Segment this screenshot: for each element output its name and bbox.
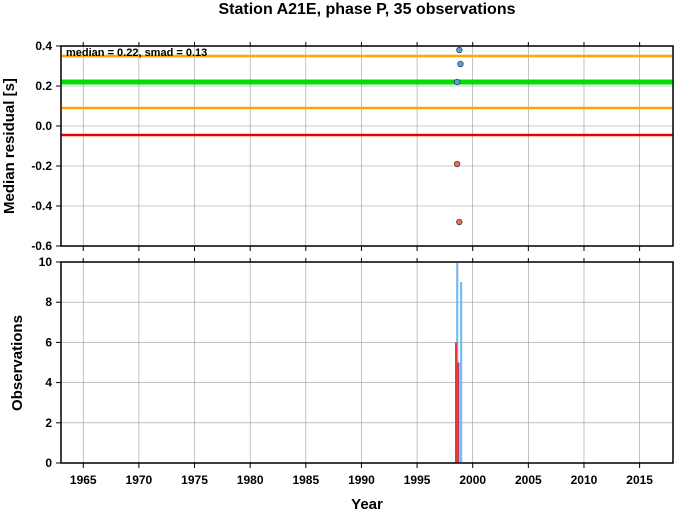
histogram-bar [456,262,459,463]
x-tick-label: 1965 [70,473,97,487]
panel-frame [60,261,674,464]
residual-panel: -0.6 -0.4 -0.2 0.0 0.2 0.4 median = 0.22, smad… [31,39,674,253]
y-tick-label: 2 [45,416,52,430]
data-point [453,160,461,168]
data-point [456,46,463,54]
y-tick-label: 10 [39,255,53,269]
y-tick-label: 0.2 [35,79,52,93]
y-tick-label: -0.2 [31,159,52,173]
data-point [456,218,463,226]
histogram-bar [457,362,460,463]
y-tick-label: 0 [45,456,52,470]
chart-title: Station A21E, phase P, 35 observations [219,1,516,18]
y-tick-label: 8 [45,295,52,309]
x-tick-label: 1990 [348,473,375,487]
x-tick-label: 1995 [404,473,431,487]
x-tick-label: 1970 [126,473,153,487]
residual-axis-label: Median residual [s] [1,78,18,214]
stats-annotation: median = 0.22, smad = 0.13 [66,47,207,59]
y-tick-label: 6 [45,335,52,349]
y-tick-label: 0.0 [35,119,52,133]
histogram-bar [455,342,458,463]
y-tick-label: 4 [45,376,52,390]
y-tick-label: -0.4 [31,199,52,213]
year-axis-label: Year [351,496,383,511]
x-tick-label: 2010 [571,473,598,487]
x-tick-label: 2015 [626,473,653,487]
data-point [453,78,461,86]
panel-frame [60,45,674,247]
histogram-bar [460,282,463,463]
x-tick-label: 1985 [292,473,319,487]
panel-frame [60,45,674,247]
observations-panel: 0 2 4 6 8 10 1965 1970 1975 1980 1985 1990 1995 2000 2… [39,255,674,487]
data-point [457,60,464,68]
x-tick-label: 2000 [459,473,486,487]
x-tick-label: 2005 [515,473,542,487]
x-tick-label: 1975 [181,473,208,487]
x-tick-label: 1980 [237,473,264,487]
observations-axis-label: Observations [9,315,26,411]
panel-frame [60,261,674,464]
y-tick-label: -0.6 [31,239,52,253]
y-tick-label: 0.4 [35,39,52,53]
